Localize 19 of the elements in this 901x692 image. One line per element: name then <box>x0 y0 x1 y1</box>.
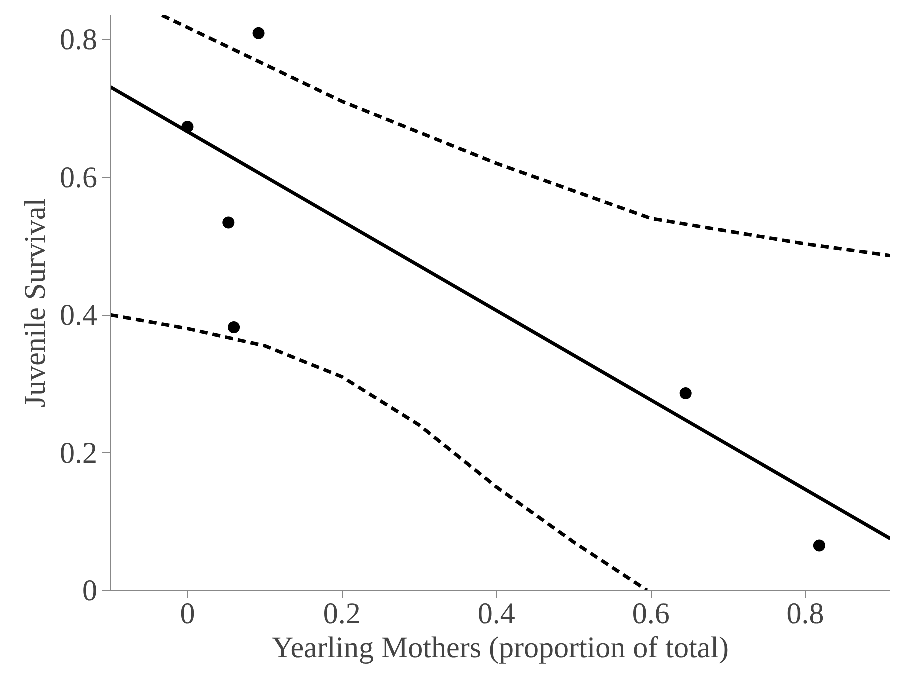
x-tick-label: 0.6 <box>632 598 670 630</box>
y-tick-label: 0.4 <box>60 299 98 332</box>
y-tick-label: 0.6 <box>60 161 98 194</box>
line-series <box>110 313 649 590</box>
x-tick-label: 0.8 <box>786 598 824 630</box>
point <box>813 540 826 552</box>
x-tick-label: 0.4 <box>478 598 516 630</box>
point <box>252 27 265 40</box>
point <box>680 388 692 400</box>
line-series <box>160 16 890 258</box>
y-axis-title: Juvenile Survival <box>19 198 52 408</box>
x-tick-label: 0 <box>180 598 196 630</box>
point <box>222 216 235 229</box>
y-tick-label: 0.8 <box>60 24 98 57</box>
y-tick-label: 0 <box>82 574 98 608</box>
x-tick-label: 0.2 <box>323 598 361 630</box>
point <box>228 321 240 334</box>
y-tick-label: 0.2 <box>60 436 98 470</box>
x-axis-title: Yearling Mothers (proportion of total) <box>272 632 729 664</box>
